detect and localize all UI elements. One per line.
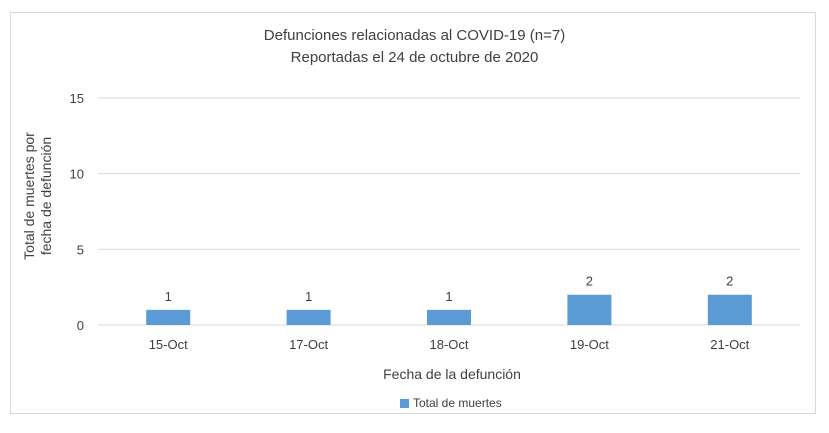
y-tick-label: 10 xyxy=(70,167,84,182)
legend-swatch xyxy=(400,398,409,408)
x-tick-label: 17-Oct xyxy=(289,337,328,352)
bar xyxy=(707,294,752,325)
chart-title: Defunciones relacionadas al COVID-19 (n=… xyxy=(263,27,566,44)
x-tick-label: 15-Oct xyxy=(149,337,188,352)
y-tick-label: 5 xyxy=(77,242,84,257)
x-tick-label: 18-Oct xyxy=(429,337,468,352)
legend: Total de muertes xyxy=(400,396,502,410)
bar xyxy=(286,309,331,325)
x-axis-label: Fecha de la defunción xyxy=(383,366,521,382)
y-tick-label: 15 xyxy=(70,91,84,106)
data-label: 2 xyxy=(726,274,733,289)
data-label: 1 xyxy=(445,289,452,304)
chart-subtitle: Reportadas el 24 de octubre de 2020 xyxy=(290,49,539,66)
legend-label: Total de muertes xyxy=(413,396,502,410)
x-tick-label: 21-Oct xyxy=(710,337,749,352)
y-tick-label: 0 xyxy=(77,318,84,333)
bar xyxy=(146,309,191,325)
data-label: 2 xyxy=(586,274,593,289)
chart-frame xyxy=(10,12,816,414)
data-label: 1 xyxy=(305,289,312,304)
data-label: 1 xyxy=(165,289,172,304)
bar xyxy=(567,294,612,325)
x-tick-label: 19-Oct xyxy=(570,337,609,352)
bar xyxy=(427,309,471,325)
